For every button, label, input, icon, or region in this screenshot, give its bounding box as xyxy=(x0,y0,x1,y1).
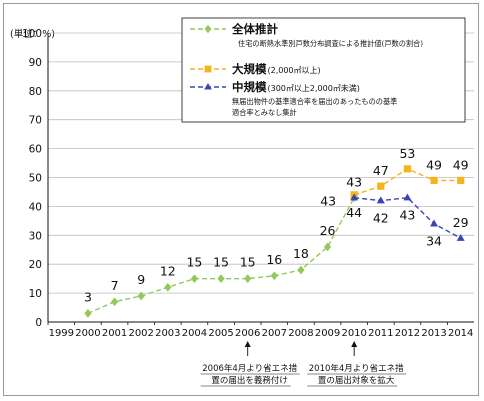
data-label: 3 xyxy=(84,289,92,304)
data-label: 15 xyxy=(240,255,256,270)
data-label: 43 xyxy=(399,208,415,223)
data-label: 18 xyxy=(293,246,309,261)
data-label: 15 xyxy=(186,255,202,270)
x-tick-label: 1999 xyxy=(49,328,74,339)
series-layer xyxy=(84,165,465,318)
y-tick-label: 0 xyxy=(35,317,42,329)
legend-label-medium: 中規模(300㎡以上2,000㎡未満) xyxy=(232,80,360,94)
data-point-medium xyxy=(403,193,412,201)
x-tick-label: 2002 xyxy=(128,328,153,339)
data-label: 15 xyxy=(213,255,229,270)
x-tick-label: 2012 xyxy=(395,328,420,339)
legend-label-large: 大規模(2,000㎡以上) xyxy=(232,62,321,76)
data-label: 7 xyxy=(111,278,119,293)
legend-note-medium: 適合率とみなし集計 xyxy=(232,108,297,117)
x-tick-label: 2008 xyxy=(288,328,313,339)
legend-marker-medium xyxy=(204,83,212,90)
data-label: 9 xyxy=(137,272,145,287)
data-point-overall xyxy=(137,291,145,301)
data-label: 16 xyxy=(266,252,282,267)
annotation-text: 置の届出対象を拡大 xyxy=(318,375,395,386)
y-tick-label: 70 xyxy=(29,115,42,127)
data-point-overall xyxy=(297,265,305,275)
annotation-arrowhead xyxy=(244,341,251,347)
data-label: 29 xyxy=(453,215,469,230)
x-tick-label: 2014 xyxy=(448,328,473,339)
data-label: 53 xyxy=(399,146,415,161)
y-tick-label: 20 xyxy=(29,259,42,271)
x-tick-label: 2009 xyxy=(315,328,340,339)
y-tick-label: 60 xyxy=(29,144,42,156)
x-tick-label: 2001 xyxy=(102,328,127,339)
data-point-medium xyxy=(456,233,465,241)
data-point-medium xyxy=(376,196,385,204)
data-point-overall xyxy=(84,308,92,318)
y-tick-label: 90 xyxy=(29,57,42,69)
annotation-text: 置の届出を義務付け xyxy=(211,375,288,386)
data-point-overall xyxy=(190,274,199,284)
x-tick-label: 2013 xyxy=(421,328,446,339)
annotation-text: 2010年4月より省エネ措 xyxy=(309,363,404,374)
y-tick-label: 10 xyxy=(29,288,42,300)
data-point-overall xyxy=(164,282,172,292)
legend-note-medium: 無届出物件の基準適合率を届出のあったものの基準 xyxy=(232,97,397,106)
data-label: 44 xyxy=(346,205,362,220)
data-point-medium xyxy=(430,219,439,227)
x-tick-label: 2005 xyxy=(208,328,233,339)
data-label: 42 xyxy=(373,211,389,226)
x-tick-label: 2003 xyxy=(155,328,180,339)
legend-marker-large xyxy=(204,65,212,73)
unit-label: (単位：%) xyxy=(10,28,55,40)
series-line-medium xyxy=(354,196,462,239)
y-tick-label: 100 xyxy=(22,28,42,40)
legend-note-overall: 住宅の断熱水準別戸数分布調査による推計値(戸数の割合) xyxy=(238,39,423,48)
data-point-overall xyxy=(323,242,332,252)
data-label: 47 xyxy=(373,163,389,178)
data-point-large xyxy=(430,176,438,184)
x-tick-label: 2006 xyxy=(235,328,260,339)
legend-marker-overall xyxy=(204,24,212,34)
data-point-large xyxy=(403,165,412,173)
annotation-text: 2006年4月より省エネ措 xyxy=(202,363,297,374)
y-tick-label: 50 xyxy=(29,173,42,185)
data-label: 43 xyxy=(320,194,336,209)
data-label: 43 xyxy=(346,175,362,190)
data-point-large xyxy=(457,176,465,184)
x-tick-label: 2000 xyxy=(75,328,100,339)
x-tick-label: 2007 xyxy=(262,328,287,339)
data-label: 49 xyxy=(453,157,469,172)
data-label: 12 xyxy=(160,263,176,278)
data-point-medium xyxy=(350,193,359,201)
data-labels: 3 7 9 12 15 15 15 16 18 26 43 43 44 47 42 53 43 49 34 49 29 xyxy=(84,146,469,304)
y-tick-label: 40 xyxy=(29,201,42,213)
data-point-overall xyxy=(244,274,252,284)
legend-label-overall: 全体推計 xyxy=(231,22,278,36)
legend-box xyxy=(181,17,466,123)
x-tick-label: 2010 xyxy=(341,328,366,339)
data-point-overall xyxy=(217,274,225,284)
data-label: 26 xyxy=(320,223,336,238)
annotation-arrowhead xyxy=(351,341,358,347)
data-label: 49 xyxy=(426,157,442,172)
data-point-large xyxy=(377,182,385,190)
x-tick-label: 2011 xyxy=(368,328,393,339)
data-label: 34 xyxy=(426,234,442,249)
y-tick-label: 80 xyxy=(29,86,42,98)
x-tick-label: 2004 xyxy=(182,328,207,339)
y-tick-label: 30 xyxy=(29,230,42,242)
data-point-overall xyxy=(110,297,119,307)
chart-frame: (単位：%) 0 10 20 30 40 50 60 70 80 90 100 1999 2000 200… xyxy=(3,3,479,396)
data-point-overall xyxy=(270,271,278,281)
series-line-large xyxy=(353,168,461,196)
